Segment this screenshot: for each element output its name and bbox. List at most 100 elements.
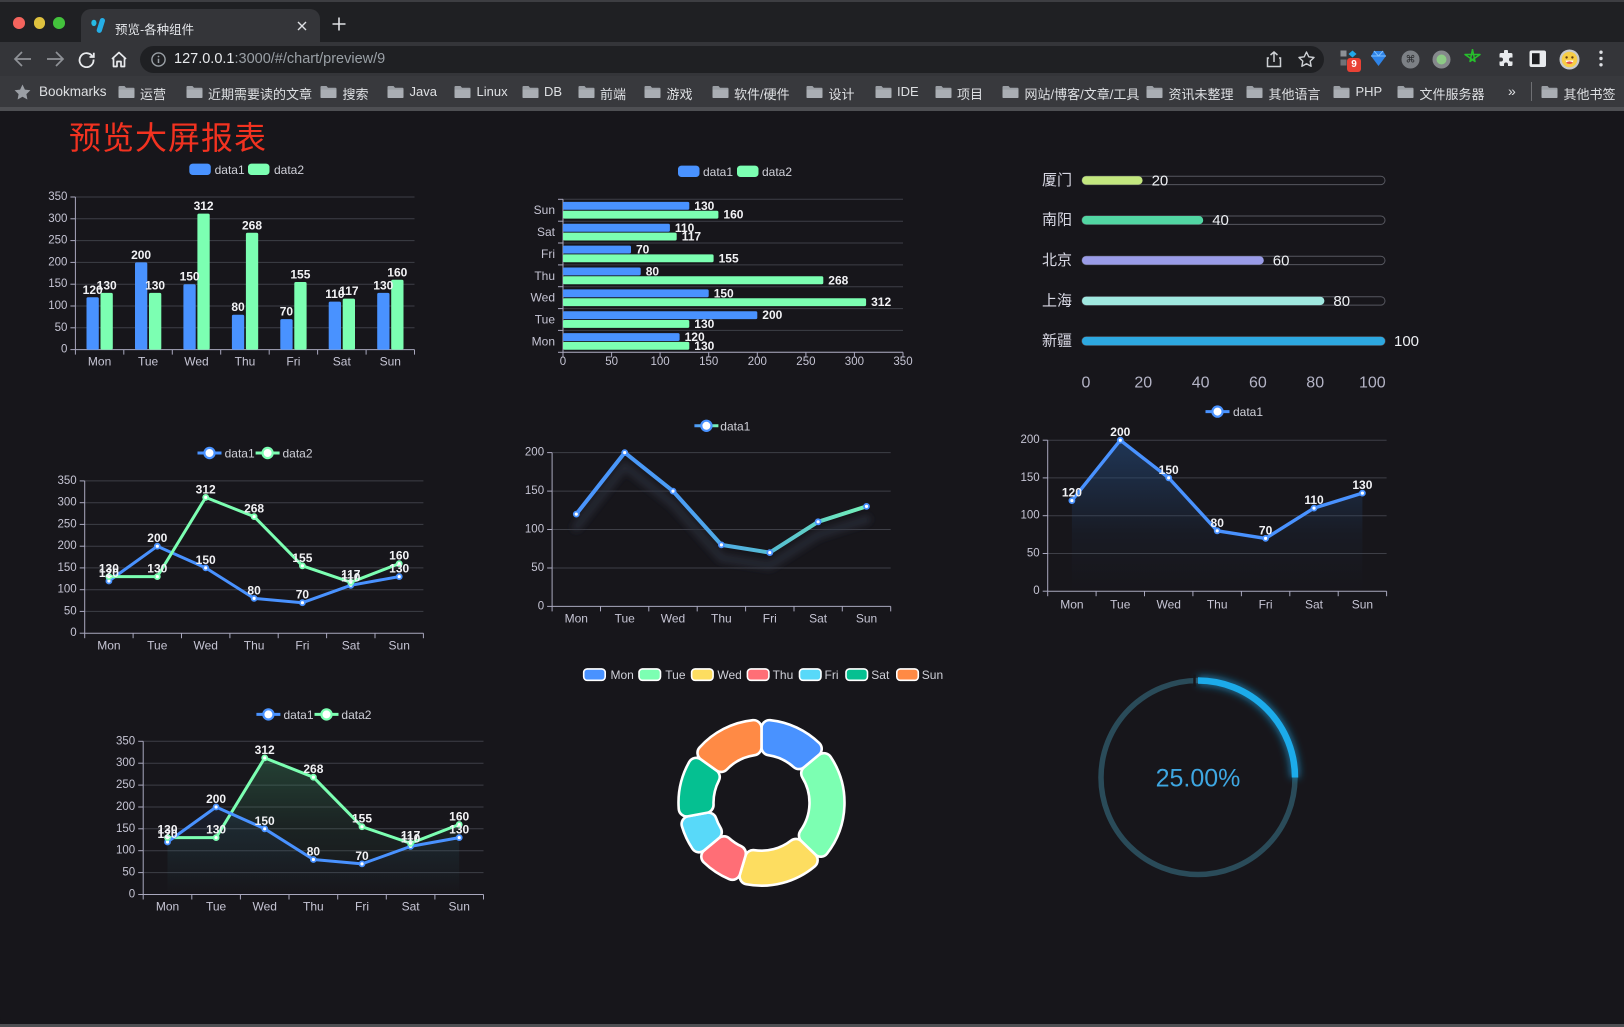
svg-text:60: 60 <box>1273 252 1290 269</box>
svg-text:40: 40 <box>1192 375 1210 392</box>
svg-text:155: 155 <box>719 251 739 265</box>
svg-text:20: 20 <box>1134 375 1152 392</box>
svg-text:Sat: Sat <box>537 225 556 239</box>
svg-text:data2: data2 <box>341 708 371 722</box>
svg-text:Fri: Fri <box>286 355 300 369</box>
svg-text:300: 300 <box>116 757 135 769</box>
svg-text:130: 130 <box>1352 478 1372 492</box>
svg-text:Mon: Mon <box>565 612 588 626</box>
svg-text:200: 200 <box>58 540 77 552</box>
svg-text:Tue: Tue <box>206 900 227 914</box>
svg-text:data1: data1 <box>703 165 733 179</box>
svg-text:70: 70 <box>280 305 294 319</box>
svg-text:150: 150 <box>255 814 275 828</box>
svg-text:data2: data2 <box>762 165 792 179</box>
svg-text:Sat: Sat <box>809 612 828 626</box>
svg-text:50: 50 <box>1027 548 1040 560</box>
svg-text:50: 50 <box>55 322 68 334</box>
svg-text:data1: data1 <box>225 447 255 461</box>
svg-text:130: 130 <box>389 562 409 576</box>
svg-text:Sun: Sun <box>1352 598 1373 612</box>
svg-text:350: 350 <box>58 475 77 487</box>
svg-text:200: 200 <box>1110 425 1130 439</box>
svg-text:160: 160 <box>723 208 743 222</box>
svg-text:160: 160 <box>387 265 407 279</box>
svg-text:Wed: Wed <box>193 638 217 652</box>
svg-text:data1: data1 <box>215 163 245 177</box>
svg-text:Fri: Fri <box>763 612 777 626</box>
svg-text:150: 150 <box>699 356 718 368</box>
svg-text:Tue: Tue <box>535 313 556 327</box>
svg-text:70: 70 <box>1259 523 1273 537</box>
svg-text:Thu: Thu <box>773 668 794 682</box>
svg-text:Fri: Fri <box>1259 598 1273 612</box>
svg-text:Mon: Mon <box>611 668 634 682</box>
svg-text:150: 150 <box>196 553 216 567</box>
svg-text:200: 200 <box>147 531 167 545</box>
svg-text:Tue: Tue <box>665 668 686 682</box>
svg-text:0: 0 <box>70 627 76 639</box>
svg-text:data2: data2 <box>274 163 304 177</box>
svg-text:data1: data1 <box>720 419 750 433</box>
svg-text:Fri: Fri <box>295 638 309 652</box>
svg-text:80: 80 <box>1211 516 1225 530</box>
svg-text:80: 80 <box>307 845 321 859</box>
svg-text:130: 130 <box>694 339 714 353</box>
svg-text:110: 110 <box>341 570 361 584</box>
svg-text:20: 20 <box>1152 172 1169 189</box>
svg-text:50: 50 <box>64 605 77 617</box>
svg-text:80: 80 <box>231 300 245 314</box>
svg-text:Sun: Sun <box>922 668 943 682</box>
svg-text:100: 100 <box>651 356 670 368</box>
svg-text:110: 110 <box>325 287 345 301</box>
svg-text:Mon: Mon <box>1060 598 1083 612</box>
svg-text:312: 312 <box>871 295 891 309</box>
svg-text:上海: 上海 <box>1042 292 1072 309</box>
svg-text:110: 110 <box>1304 493 1324 507</box>
svg-text:Fri: Fri <box>541 247 555 261</box>
svg-text:80: 80 <box>646 265 660 279</box>
svg-text:200: 200 <box>525 447 544 459</box>
svg-text:200: 200 <box>48 256 67 268</box>
svg-text:Wed: Wed <box>252 900 276 914</box>
svg-text:100: 100 <box>1021 510 1040 522</box>
svg-text:250: 250 <box>48 235 67 247</box>
svg-text:110: 110 <box>401 831 421 845</box>
svg-text:厦门: 厦门 <box>1042 172 1072 189</box>
svg-text:250: 250 <box>796 356 815 368</box>
svg-text:Sat: Sat <box>342 638 361 652</box>
svg-text:130: 130 <box>449 823 469 837</box>
svg-text:Fri: Fri <box>355 900 369 914</box>
svg-text:南阳: 南阳 <box>1042 212 1072 229</box>
svg-text:Thu: Thu <box>235 355 256 369</box>
svg-text:200: 200 <box>206 792 226 806</box>
svg-text:350: 350 <box>893 356 912 368</box>
svg-text:120: 120 <box>1062 486 1082 500</box>
svg-text:data1: data1 <box>284 708 314 722</box>
svg-text:Sun: Sun <box>389 638 410 652</box>
svg-text:130: 130 <box>373 278 393 292</box>
svg-text:160: 160 <box>389 549 409 563</box>
svg-text:100: 100 <box>48 300 67 312</box>
svg-text:300: 300 <box>48 213 67 225</box>
svg-text:100: 100 <box>58 584 77 596</box>
svg-text:130: 130 <box>157 823 177 837</box>
svg-text:100: 100 <box>1359 375 1386 392</box>
svg-text:25.00%: 25.00% <box>1156 765 1241 793</box>
svg-text:Sat: Sat <box>333 355 352 369</box>
svg-text:Sat: Sat <box>402 900 421 914</box>
svg-text:117: 117 <box>401 828 421 842</box>
svg-text:150: 150 <box>1021 472 1040 484</box>
svg-text:Mon: Mon <box>532 334 555 348</box>
svg-text:0: 0 <box>61 344 67 356</box>
svg-text:130: 130 <box>694 317 714 331</box>
svg-text:Mon: Mon <box>97 638 120 652</box>
svg-text:Wed: Wed <box>184 355 208 369</box>
svg-text:117: 117 <box>341 567 361 581</box>
svg-text:350: 350 <box>116 735 135 747</box>
svg-text:150: 150 <box>58 562 77 574</box>
svg-text:268: 268 <box>303 762 323 776</box>
svg-text:130: 130 <box>99 562 119 576</box>
svg-text:100: 100 <box>1394 333 1419 350</box>
svg-text:0: 0 <box>1033 585 1039 597</box>
